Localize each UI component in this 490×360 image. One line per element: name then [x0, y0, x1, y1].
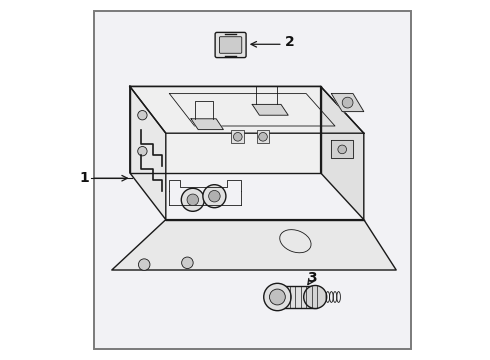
Circle shape: [181, 188, 204, 211]
Polygon shape: [331, 140, 353, 158]
Text: 1: 1: [80, 171, 90, 185]
Polygon shape: [130, 86, 320, 173]
Polygon shape: [130, 86, 166, 220]
Polygon shape: [331, 94, 364, 112]
FancyBboxPatch shape: [257, 130, 270, 143]
Text: 2: 2: [285, 36, 295, 49]
Circle shape: [203, 185, 226, 208]
Polygon shape: [130, 86, 364, 133]
Circle shape: [209, 190, 220, 202]
Circle shape: [338, 145, 346, 154]
FancyBboxPatch shape: [231, 130, 245, 143]
Circle shape: [259, 132, 268, 141]
Circle shape: [233, 132, 242, 141]
Circle shape: [264, 283, 291, 311]
Circle shape: [139, 259, 150, 270]
Polygon shape: [252, 104, 288, 115]
FancyBboxPatch shape: [220, 37, 242, 53]
Circle shape: [342, 97, 353, 108]
Circle shape: [138, 147, 147, 156]
Polygon shape: [112, 220, 396, 270]
FancyBboxPatch shape: [94, 11, 411, 349]
FancyBboxPatch shape: [277, 286, 317, 308]
Polygon shape: [191, 119, 223, 130]
Circle shape: [270, 289, 285, 305]
Text: 3: 3: [307, 271, 317, 285]
FancyBboxPatch shape: [215, 32, 246, 58]
Circle shape: [138, 111, 147, 120]
Polygon shape: [320, 86, 364, 220]
Circle shape: [187, 194, 198, 206]
Circle shape: [182, 257, 193, 269]
Circle shape: [304, 285, 327, 309]
